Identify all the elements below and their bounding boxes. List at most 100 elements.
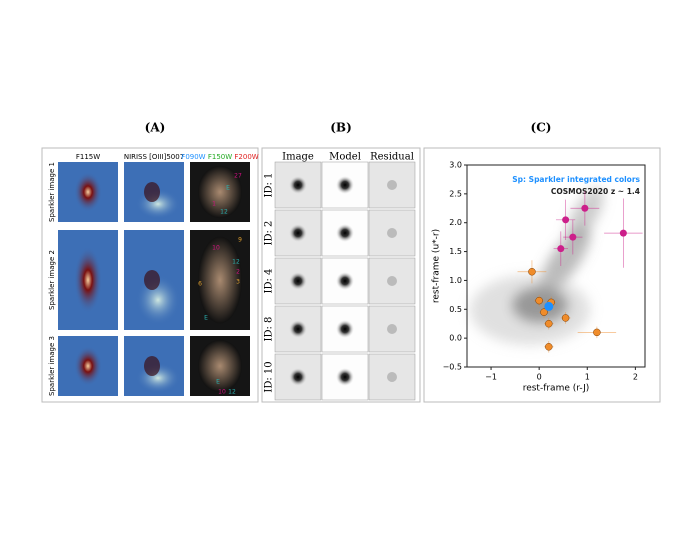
image-label: 3 xyxy=(236,279,240,286)
image-tile xyxy=(58,336,118,396)
image-tile xyxy=(190,336,250,396)
point xyxy=(593,328,601,337)
residual xyxy=(387,228,397,238)
point xyxy=(619,229,627,237)
source xyxy=(336,176,354,194)
image-label: 6 xyxy=(198,281,202,288)
y-tick-label: −0.5 xyxy=(443,363,462,372)
source xyxy=(289,368,307,386)
source xyxy=(198,339,242,393)
x-tick-label: 2 xyxy=(633,373,638,382)
y-tick-label: 0.0 xyxy=(449,334,462,343)
image-label: E xyxy=(216,379,220,386)
column-header: Model xyxy=(329,152,361,163)
image-label: E xyxy=(204,315,208,322)
filter-name: F200W xyxy=(234,153,258,161)
source xyxy=(289,320,307,338)
column-header: NIRISS [OIII]5007 xyxy=(124,153,184,161)
y-tick-label: 3.0 xyxy=(449,161,462,170)
image-tile xyxy=(58,162,118,222)
column-header: Image xyxy=(282,152,314,163)
panel-b: (B) Image Model Residual ID: 1 ID: 2 ID: 4 ID:… xyxy=(261,121,421,403)
row-label: ID: 10 xyxy=(264,361,275,392)
y-tick-label: 2.0 xyxy=(449,218,462,227)
point xyxy=(540,308,548,316)
point xyxy=(557,245,565,253)
image-label: 27 xyxy=(234,173,242,180)
background-density xyxy=(470,188,604,345)
row-label: ID: 8 xyxy=(264,317,275,342)
image-label: E xyxy=(226,185,230,192)
x-tick-label: 1 xyxy=(585,373,590,382)
source xyxy=(144,182,160,202)
source xyxy=(336,320,354,338)
image-background xyxy=(368,257,416,305)
row-label: Sparkler image 3 xyxy=(48,336,56,396)
image-tile xyxy=(58,230,118,330)
source xyxy=(336,224,354,242)
point xyxy=(544,301,554,311)
residual xyxy=(387,324,397,334)
y-tick-label: 2.5 xyxy=(449,189,462,198)
y-tick-label: 0.5 xyxy=(449,305,462,314)
image-label: 10 xyxy=(218,389,226,396)
source xyxy=(74,172,102,212)
column-header: Residual xyxy=(370,152,414,163)
source xyxy=(289,176,307,194)
image-tile xyxy=(124,230,184,330)
filter-name: F150W xyxy=(208,153,232,161)
panel-label: (C) xyxy=(531,121,552,135)
source xyxy=(289,224,307,242)
panel-frame xyxy=(261,147,421,403)
image-label: 12 xyxy=(232,259,240,266)
image-label: 9 xyxy=(238,237,242,244)
source xyxy=(144,356,160,376)
annotation: COSMOS2020 z ~ 1.4 xyxy=(551,187,640,196)
filter-name: F090W xyxy=(181,153,205,161)
image-tile xyxy=(190,162,250,222)
residual xyxy=(387,372,397,382)
source xyxy=(336,272,354,290)
y-tick-label: 1.5 xyxy=(449,247,462,256)
source xyxy=(74,246,102,314)
row-label: ID: 4 xyxy=(264,269,275,294)
panel-c: (C) −1 0 1 2 −0.5 0.0 0.5 1.0 1.5 2.0 2.5 3.0 rest-f… xyxy=(423,121,661,403)
source xyxy=(289,272,307,290)
panel-label: (B) xyxy=(330,121,352,135)
panel-label: (A) xyxy=(145,121,166,135)
image-tile xyxy=(190,230,250,330)
source xyxy=(144,270,160,290)
source xyxy=(198,236,242,324)
source xyxy=(198,165,242,219)
residual xyxy=(387,276,397,286)
y-axis-label: rest-frame (u*-r) xyxy=(432,229,442,303)
point xyxy=(528,268,536,276)
image-label: 12 xyxy=(220,209,228,216)
x-tick-label: 0 xyxy=(537,373,542,382)
image-tile xyxy=(124,336,184,396)
panel-frame xyxy=(423,147,661,403)
point xyxy=(561,314,570,322)
point xyxy=(545,343,553,351)
point xyxy=(562,216,570,224)
column-header: F115W xyxy=(76,153,100,161)
image-label: 10 xyxy=(212,245,220,252)
column-header: F090W F150W F200W xyxy=(181,153,258,161)
row-label: Sparkler image 2 xyxy=(48,250,56,310)
image-label: 12 xyxy=(228,389,236,396)
panel-frame xyxy=(41,147,259,403)
image-label: 2 xyxy=(236,269,240,276)
plot-frame xyxy=(466,164,646,368)
residual xyxy=(387,180,397,190)
point xyxy=(545,319,553,328)
row-label: ID: 1 xyxy=(264,173,275,198)
image-label: 1 xyxy=(212,201,216,208)
x-axis-label: rest-frame (r-J) xyxy=(523,384,590,394)
row-label: ID: 2 xyxy=(264,221,275,246)
annotation: Sp: Sparkler integrated colors xyxy=(512,175,640,184)
y-tick-label: 1.0 xyxy=(449,276,462,285)
panel-a: (A) F115W NIRISS [OIII]5007 F090W F150W … xyxy=(41,121,259,403)
image-tile xyxy=(124,162,184,222)
